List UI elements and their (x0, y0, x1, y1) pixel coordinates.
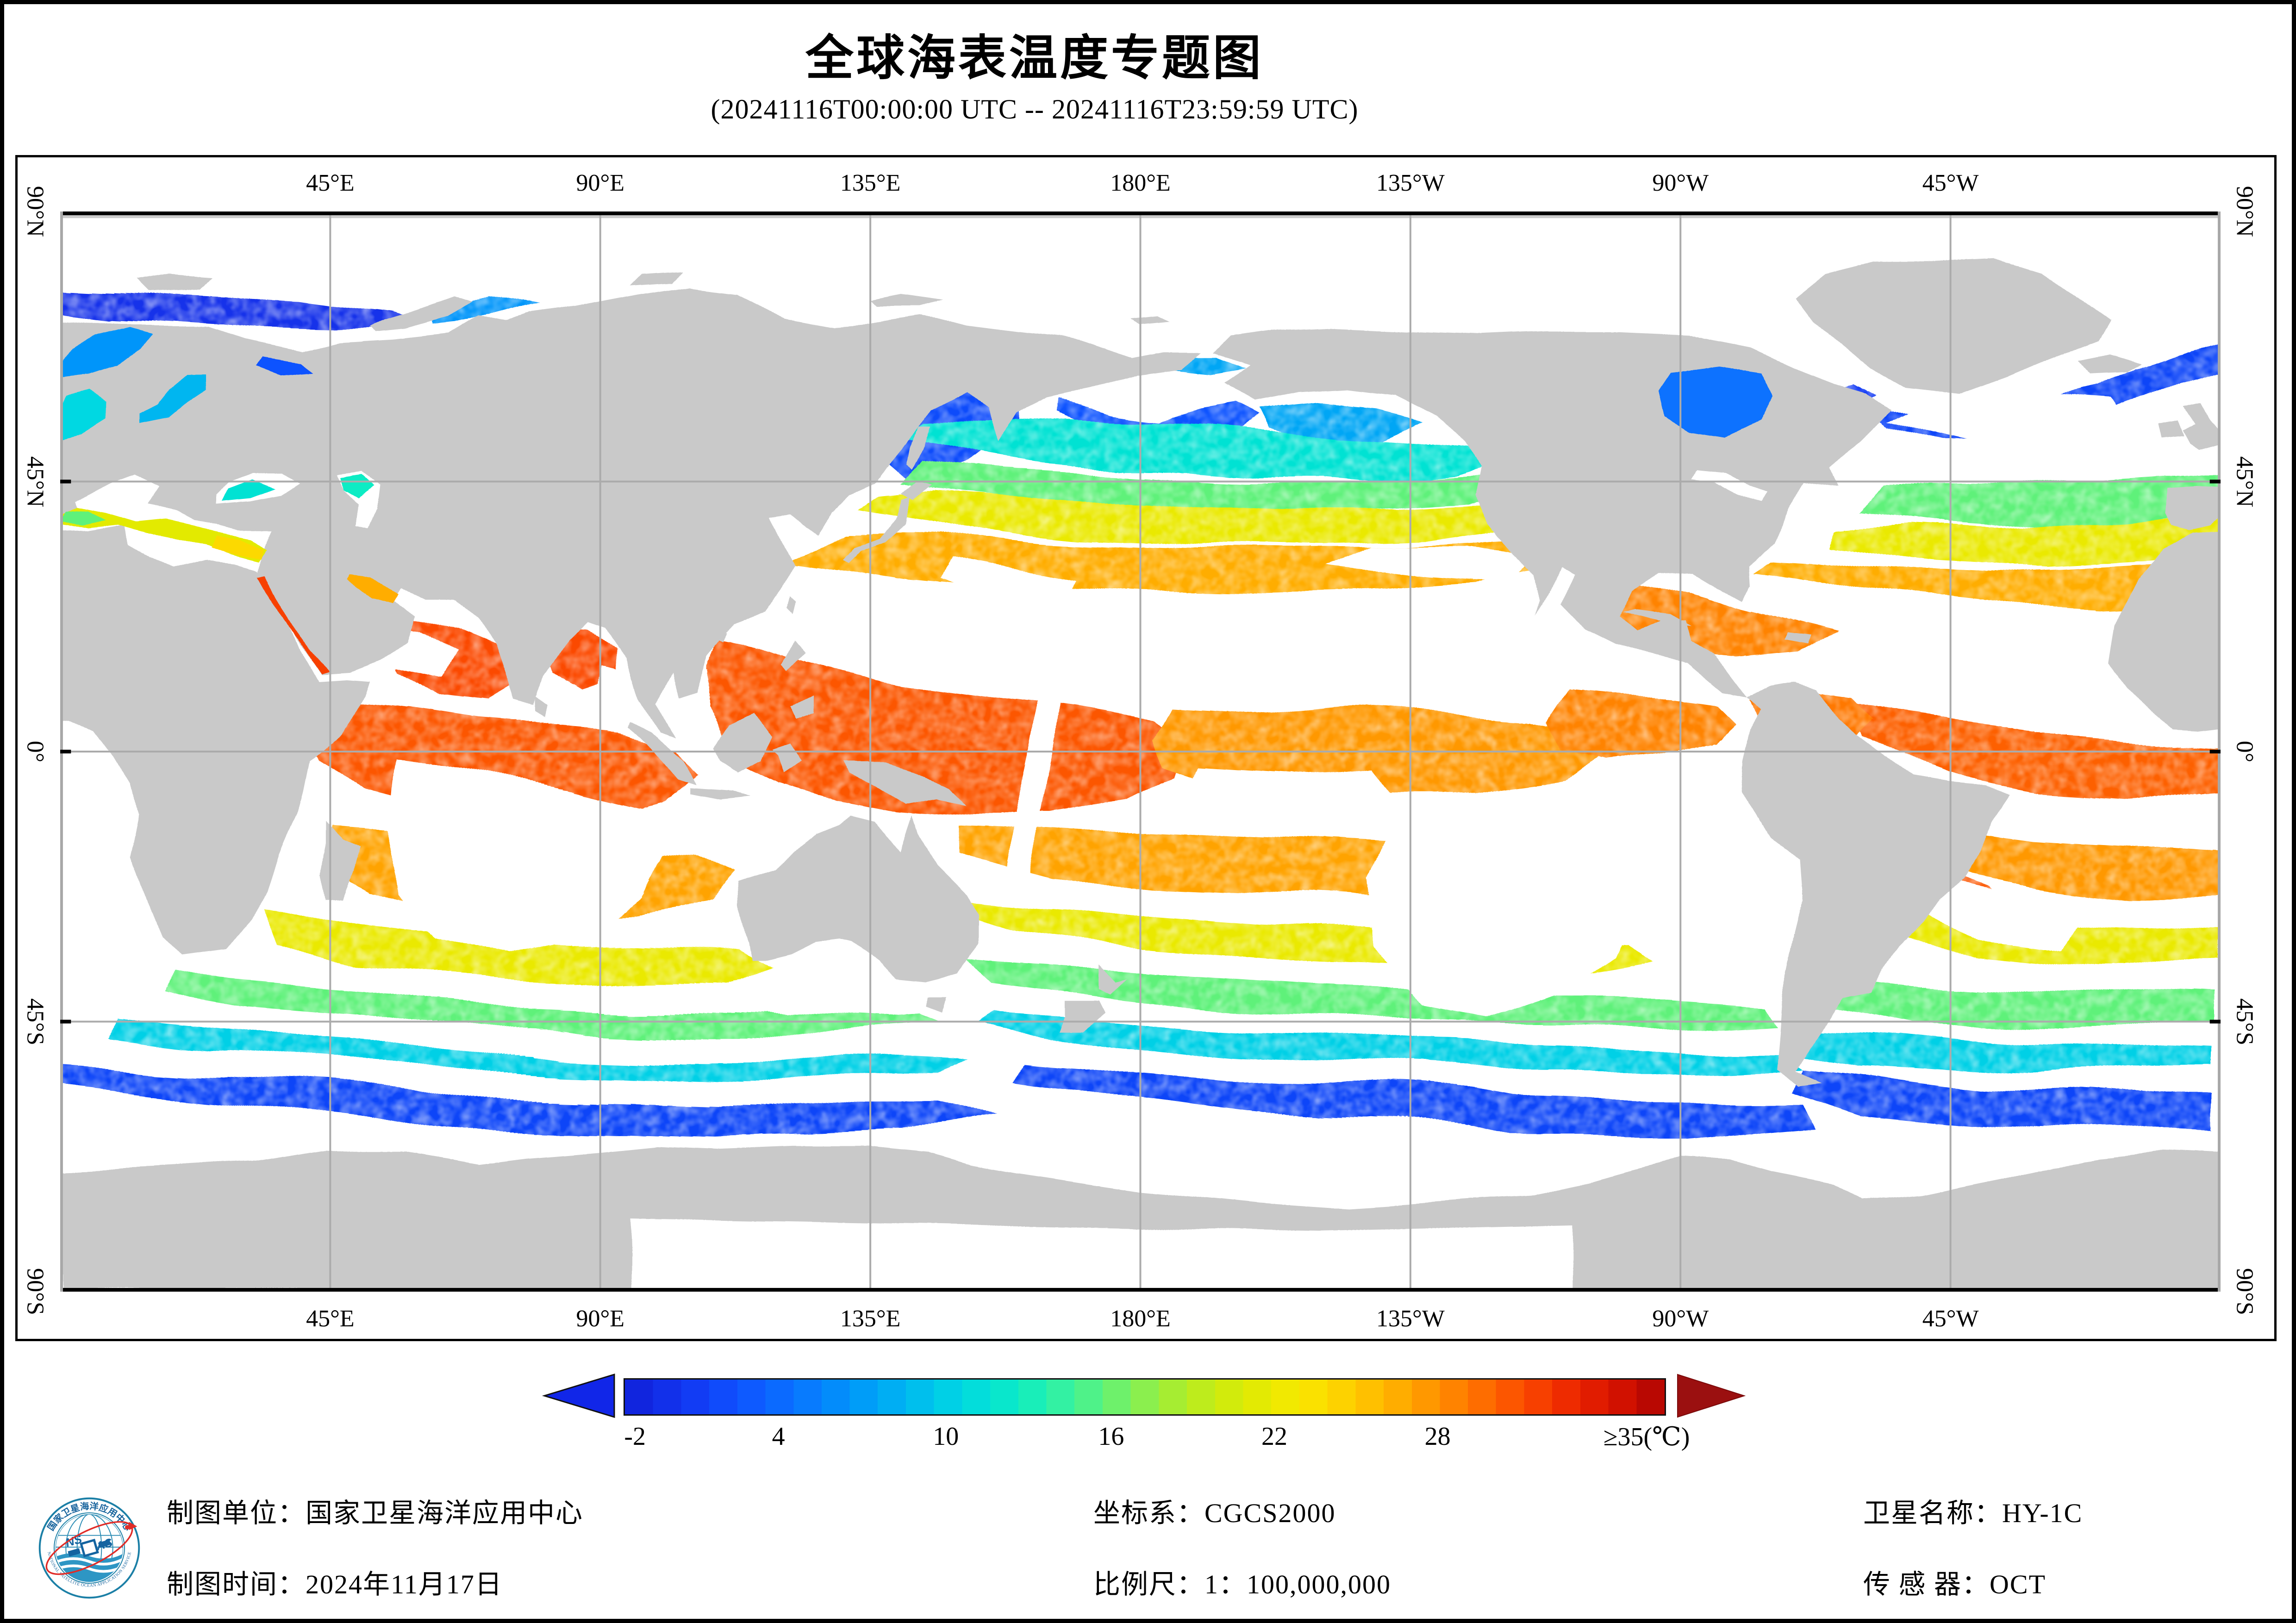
colorbar-tick: 28 (1424, 1422, 1451, 1451)
world-sst-map (60, 211, 2221, 1292)
page-subtitle: (20241116T00:00:00 UTC -- 20241116T23:59… (711, 94, 1359, 124)
colorbar-tick: 22 (1261, 1422, 1287, 1451)
lon-label-top: 180°E (1110, 170, 1171, 196)
lon-label-top: 90°E (576, 170, 625, 196)
footer-mapping-unit: 制图单位：国家卫星海洋应用中心 (167, 1498, 584, 1528)
sst-colorbar (624, 1378, 1666, 1416)
footer-crs: 坐标系：CGCS2000 (1093, 1498, 1336, 1528)
lon-label-top: 90°W (1652, 170, 1709, 196)
page-title: 全球海表温度专题图 (805, 31, 1264, 85)
lat-label-right: 90°S (2231, 1268, 2258, 1315)
footer-satellite: 卫星名称：HY-1C (1863, 1498, 2083, 1528)
colorbar-tick: 4 (772, 1422, 785, 1451)
lon-label-bottom: 180°E (1110, 1306, 1171, 1332)
lon-label-bottom: 45°E (306, 1306, 355, 1332)
lat-label-right: 0° (2231, 740, 2258, 763)
lon-label-top: 135°W (1376, 170, 1445, 196)
lon-label-top: 45°E (306, 170, 355, 196)
lon-label-bottom: 135°W (1376, 1306, 1445, 1332)
footer-mapping-date: 制图时间：2024年11月17日 (167, 1569, 503, 1599)
colorbar-left-arrow (542, 1374, 615, 1418)
lat-label-left: 45°S (22, 998, 49, 1045)
footer-scale: 比例尺：1：100,000,000 (1093, 1569, 1391, 1599)
lat-label-right: 45°N (2231, 456, 2258, 507)
colorbar-tick: 10 (933, 1422, 959, 1451)
lon-label-bottom: 90°W (1652, 1306, 1709, 1332)
lat-label-left: 45°N (22, 456, 49, 507)
lon-label-top: 135°E (840, 170, 901, 196)
nsoas-logo: 国家卫星海洋应用中心 NATIONAL SATELLITE OCEAN APPL… (38, 1497, 140, 1599)
map-outer-frame (15, 155, 2277, 1341)
lat-label-left: 0° (22, 740, 49, 763)
lon-label-bottom: 135°E (840, 1306, 901, 1332)
colorbar-right-arrow (1677, 1374, 1746, 1418)
colorbar-tick: 16 (1098, 1422, 1124, 1451)
colorbar-tick: ≥35(℃) (1603, 1423, 1690, 1451)
lat-label-right: 45°S (2231, 998, 2258, 1045)
lon-label-bottom: 45°W (1922, 1306, 1979, 1332)
lat-label-left: 90°N (22, 186, 49, 237)
lon-label-bottom: 90°E (576, 1306, 625, 1332)
footer-sensor: 传 感 器：OCT (1863, 1569, 2046, 1599)
colorbar-tick: -2 (624, 1422, 646, 1451)
lat-label-right: 90°N (2231, 186, 2258, 237)
lat-label-left: 90°S (22, 1268, 49, 1315)
lon-label-top: 45°W (1922, 170, 1979, 196)
